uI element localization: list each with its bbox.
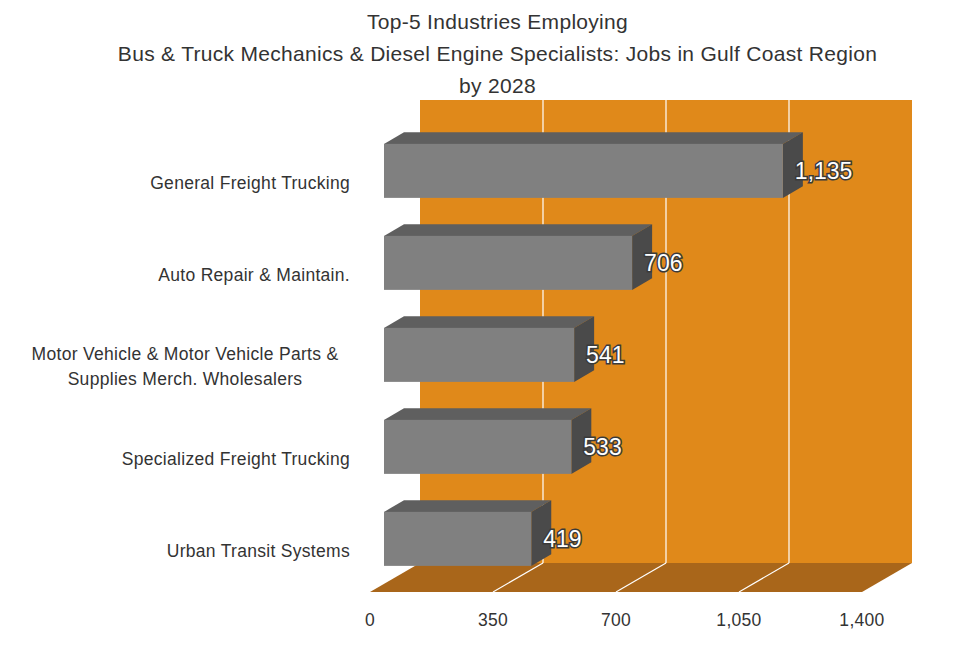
- category-label-box: Auto Repair & Maintain.: [20, 262, 350, 287]
- chart-svg: 0 350 700 1,050 1,400 1,135 706 541 533 419: [0, 0, 975, 656]
- data-labels: 1,135 706 541 533 419: [543, 158, 852, 552]
- category-label-box: Urban Transit Systems: [20, 538, 350, 563]
- floor-grid-line: [493, 563, 543, 592]
- category-label-box: General Freight Trucking: [20, 170, 350, 195]
- tick-label: 350: [478, 610, 508, 630]
- tick-label: 1,050: [716, 610, 761, 630]
- category-label-box: Motor Vehicle & Motor Vehicle Parts & Su…: [20, 342, 350, 392]
- bar-group: [384, 500, 551, 566]
- data-label: 533: [583, 434, 621, 460]
- category-label: Motor Vehicle & Motor Vehicle Parts & Su…: [20, 342, 350, 392]
- x-axis: 0 350 700 1,050 1,400: [365, 100, 885, 630]
- data-label: 706: [644, 250, 682, 276]
- bar-group: [384, 224, 652, 290]
- category-label-box: Specialized Freight Trucking: [20, 446, 350, 471]
- floor-grid-line: [616, 563, 666, 592]
- category-label: Urban Transit Systems: [167, 538, 350, 563]
- bar-group: [384, 316, 594, 382]
- floor-grid-line: [739, 563, 789, 592]
- bar-group: [384, 132, 803, 198]
- bar: [384, 144, 783, 198]
- chart-title: Top-5 Industries Employing Bus & Truck M…: [10, 6, 975, 102]
- bar: [384, 420, 571, 474]
- data-label: 541: [586, 342, 624, 368]
- bar-top-face: [384, 316, 594, 328]
- bar-top-face: [384, 408, 591, 420]
- bar-top-face: [384, 224, 652, 236]
- bar: [384, 236, 632, 290]
- data-label: 419: [543, 526, 581, 552]
- tick-label: 1,400: [839, 610, 884, 630]
- category-label: General Freight Trucking: [150, 170, 350, 195]
- bars: [384, 132, 803, 566]
- bar-top-face: [384, 500, 551, 512]
- bar-group: [384, 408, 591, 474]
- chart-root: Top-5 Industries Employing Bus & Truck M…: [0, 0, 975, 656]
- bar: [384, 328, 574, 382]
- floor: [370, 563, 912, 592]
- bar: [384, 512, 531, 566]
- category-label: Auto Repair & Maintain.: [158, 262, 350, 287]
- tick-label: 0: [365, 610, 375, 630]
- tick-label: 700: [601, 610, 631, 630]
- data-label: 1,135: [795, 158, 853, 184]
- category-label: Specialized Freight Trucking: [122, 446, 350, 471]
- bar-top-face: [384, 132, 803, 144]
